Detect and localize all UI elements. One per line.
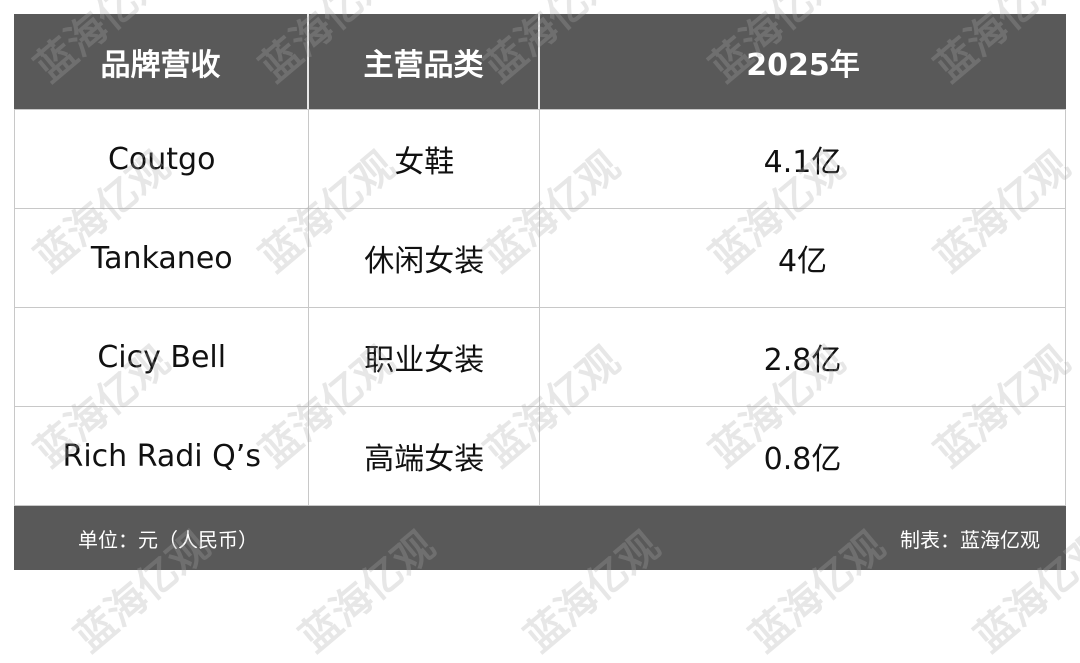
table-row: Rich Radi Q’s 高端女装 0.8亿	[14, 407, 1066, 506]
category-cell: 高端女装	[309, 407, 540, 505]
category-cell: 休闲女装	[309, 209, 540, 307]
column-header: 品牌营收	[14, 14, 309, 109]
revenue-cell: 2.8亿	[763, 343, 842, 378]
category-cell: 女鞋	[309, 110, 540, 208]
revenue-cell: 4亿	[777, 244, 828, 279]
revenue-cell: 0.8亿	[763, 442, 842, 477]
brand-cell: Cicy Bell	[15, 308, 310, 406]
source-note: 制表：蓝海亿观	[900, 527, 1040, 552]
unit-note: 单位：元（人民币）	[78, 527, 258, 552]
brand-cell: Coutgo	[15, 110, 310, 208]
table-row: Coutgo 女鞋 4.1亿	[14, 110, 1066, 209]
brand-cell: Rich Radi Q’s	[15, 407, 310, 505]
category-cell: 职业女装	[309, 308, 540, 406]
table-row: Cicy Bell 职业女装 2.8亿	[14, 308, 1066, 407]
brand-cell: Tankaneo	[15, 209, 310, 307]
table-footer: 单位：元（人民币） 制表：蓝海亿观	[14, 506, 1066, 570]
table-header: 品牌营收 主营品类 2025年	[14, 14, 1066, 110]
column-header: 主营品类	[309, 14, 540, 109]
column-header: 2025年	[746, 47, 860, 83]
revenue-table: 品牌营收 主营品类 2025年 Coutgo 女鞋 4.1亿 Tankaneo 休闲女装…	[14, 14, 1066, 570]
table-row: Tankaneo 休闲女装 4亿	[14, 209, 1066, 308]
revenue-cell: 4.1亿	[763, 145, 842, 180]
